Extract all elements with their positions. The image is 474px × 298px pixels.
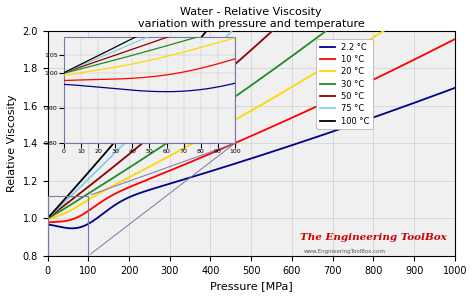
Text: www.EngineeringToolBox.com: www.EngineeringToolBox.com (304, 249, 386, 254)
Text: The Engineering ToolBox: The Engineering ToolBox (300, 233, 447, 242)
X-axis label: Pressure [MPa]: Pressure [MPa] (210, 281, 292, 291)
Title: Water - Relative Viscosity
variation with pressure and temperature: Water - Relative Viscosity variation wit… (138, 7, 365, 29)
Legend: 2.2 °C, 10 °C, 20 °C, 30 °C, 50 °C, 75 °C, 100 °C: 2.2 °C, 10 °C, 20 °C, 30 °C, 50 °C, 75 °… (317, 39, 373, 129)
Bar (47, 196, 88, 256)
Y-axis label: Relative Viscosity: Relative Viscosity (7, 94, 17, 192)
